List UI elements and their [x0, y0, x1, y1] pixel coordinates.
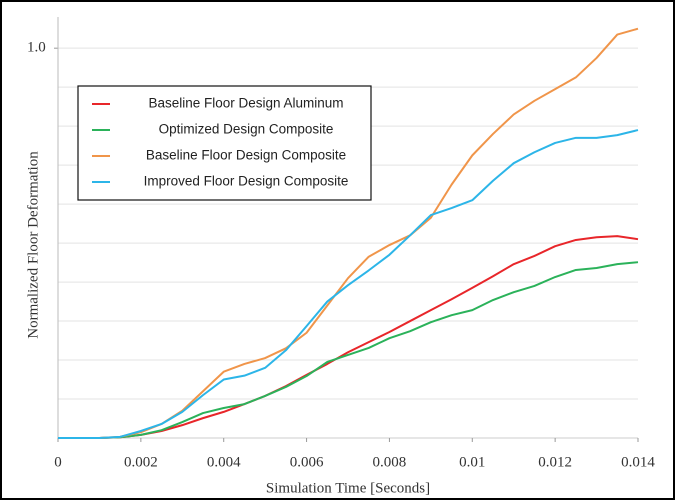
y-axis-label: Normalized Floor Deformation [25, 151, 41, 339]
x-tick-label: 0.01 [459, 454, 485, 470]
legend-box [77, 85, 372, 201]
x-tick-label: 0.004 [207, 454, 241, 470]
x-tick-label: 0.008 [373, 454, 407, 470]
x-tick-label: 0.006 [290, 454, 324, 470]
y-tick-label: 1.0 [27, 40, 46, 56]
legend-label: Improved Floor Design Composite [144, 174, 349, 189]
series-line [58, 129, 639, 439]
legend-label: Baseline Floor Design Aluminum [148, 96, 343, 111]
legend-label: Optimized Design Composite [159, 122, 334, 137]
x-tick-label: 0.014 [621, 454, 655, 470]
legend: Baseline Floor Design Aluminum Optimized … [77, 85, 372, 201]
x-tick-label: 0 [54, 454, 62, 470]
series-line [58, 261, 639, 439]
x-tick-label: 0.012 [538, 454, 572, 470]
legend-label: Baseline Floor Design Composite [146, 148, 346, 163]
x-tick-label: 0.002 [124, 454, 158, 470]
x-axis-label: Simulation Time [Seconds] [266, 480, 430, 496]
